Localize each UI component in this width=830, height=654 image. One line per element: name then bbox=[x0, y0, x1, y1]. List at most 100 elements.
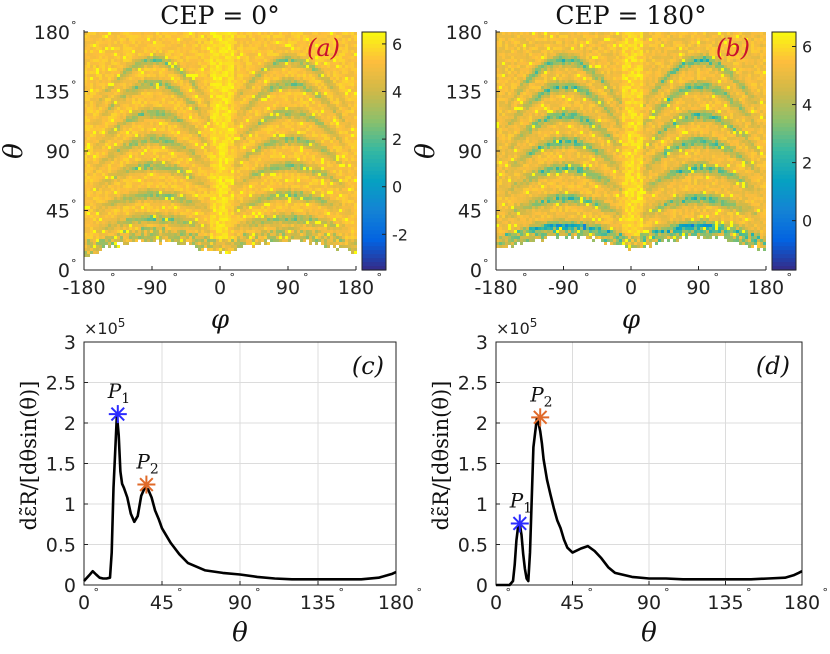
heatmap-cell bbox=[192, 38, 195, 41]
heatmap-cell bbox=[147, 224, 150, 227]
heatmap-cell bbox=[93, 68, 96, 71]
heatmap-cell bbox=[282, 206, 285, 209]
heatmap-cell bbox=[162, 209, 165, 212]
heatmap-cell bbox=[225, 167, 228, 170]
heatmap-cell bbox=[273, 101, 276, 104]
heatmap-cell bbox=[288, 59, 291, 62]
heatmap-cell bbox=[240, 215, 243, 218]
heatmap-cell bbox=[159, 56, 162, 59]
heatmap-cell bbox=[105, 173, 108, 176]
heatmap-cell bbox=[84, 41, 87, 44]
heatmap-cell bbox=[159, 158, 162, 161]
heatmap-cell bbox=[249, 167, 252, 170]
heatmap-cell bbox=[198, 44, 201, 47]
heatmap-cell bbox=[264, 32, 267, 35]
heatmap-cell bbox=[135, 149, 138, 152]
heatmap-cell bbox=[189, 236, 192, 239]
heatmap-cell bbox=[153, 197, 156, 200]
heatmap-cell bbox=[204, 131, 207, 134]
heatmap-cell bbox=[99, 32, 102, 35]
heatmap-cell bbox=[213, 248, 216, 251]
heatmap-cell bbox=[96, 113, 99, 116]
heatmap-cell bbox=[276, 200, 279, 203]
heatmap-cell bbox=[114, 95, 117, 98]
heatmap-cell bbox=[147, 218, 150, 221]
heatmap-cell bbox=[180, 146, 183, 149]
heatmap-cell bbox=[165, 173, 168, 176]
heatmap-cell bbox=[213, 239, 216, 242]
heatmap-cell bbox=[264, 77, 267, 80]
heatmap-cell bbox=[222, 116, 225, 119]
heatmap-cell bbox=[126, 212, 129, 215]
heatmap-cell bbox=[198, 155, 201, 158]
heatmap-cell bbox=[189, 152, 192, 155]
heatmap-cell bbox=[132, 167, 135, 170]
heatmap-cell bbox=[237, 89, 240, 92]
heatmap-cell bbox=[108, 179, 111, 182]
heatmap-cell bbox=[150, 143, 153, 146]
heatmap-cell bbox=[240, 74, 243, 77]
heatmap-cell bbox=[141, 41, 144, 44]
heatmap-cell bbox=[273, 92, 276, 95]
heatmap-cell bbox=[240, 104, 243, 107]
heatmap-cell bbox=[177, 35, 180, 38]
heatmap-cell bbox=[96, 86, 99, 89]
heatmap-cell bbox=[90, 77, 93, 80]
heatmap-cell bbox=[129, 170, 132, 173]
heatmap-cell bbox=[264, 170, 267, 173]
heatmap-cell bbox=[135, 200, 138, 203]
heatmap-cell bbox=[126, 95, 129, 98]
heatmap-cell bbox=[222, 206, 225, 209]
heatmap-cell bbox=[87, 134, 90, 137]
heatmap-cell bbox=[84, 98, 87, 101]
heatmap-cell bbox=[174, 200, 177, 203]
heatmap-cell bbox=[150, 116, 153, 119]
heatmap-cell bbox=[165, 230, 168, 233]
heatmap-cell bbox=[117, 191, 120, 194]
heatmap-cell bbox=[282, 179, 285, 182]
heatmap-cell bbox=[204, 179, 207, 182]
heatmap-cell bbox=[285, 71, 288, 74]
heatmap-cell bbox=[186, 143, 189, 146]
heatmap-cell bbox=[105, 125, 108, 128]
heatmap-cell bbox=[249, 41, 252, 44]
heatmap-cell bbox=[282, 80, 285, 83]
heatmap-cell bbox=[114, 89, 117, 92]
heatmap-cell bbox=[219, 71, 222, 74]
heatmap-cell bbox=[279, 101, 282, 104]
heatmap-cell bbox=[210, 98, 213, 101]
heatmap-cell bbox=[177, 161, 180, 164]
heatmap-cell bbox=[189, 233, 192, 236]
heatmap-cell bbox=[135, 194, 138, 197]
heatmap-cell bbox=[195, 128, 198, 131]
heatmap-cell bbox=[264, 239, 267, 242]
heatmap-cell bbox=[144, 77, 147, 80]
heatmap-cell bbox=[90, 137, 93, 140]
heatmap-cell bbox=[171, 92, 174, 95]
heatmap-cell bbox=[201, 92, 204, 95]
heatmap-cell bbox=[153, 236, 156, 239]
heatmap-cell bbox=[150, 206, 153, 209]
heatmap-cell bbox=[180, 134, 183, 137]
heatmap-cell bbox=[240, 107, 243, 110]
heatmap-cell bbox=[210, 248, 213, 251]
heatmap-cell bbox=[180, 68, 183, 71]
heatmap-cell bbox=[174, 212, 177, 215]
heatmap-cell bbox=[108, 164, 111, 167]
heatmap-cell bbox=[195, 173, 198, 176]
heatmap-cell bbox=[204, 122, 207, 125]
heatmap-cell bbox=[252, 86, 255, 89]
heatmap-cell bbox=[285, 170, 288, 173]
heatmap-cell bbox=[264, 227, 267, 230]
heatmap-cell bbox=[165, 194, 168, 197]
heatmap-cell bbox=[87, 101, 90, 104]
heatmap-cell bbox=[108, 56, 111, 59]
heatmap-cell bbox=[201, 107, 204, 110]
heatmap-cell bbox=[270, 212, 273, 215]
heatmap-cell bbox=[219, 101, 222, 104]
heatmap-cell bbox=[177, 59, 180, 62]
heatmap-cell bbox=[219, 50, 222, 53]
heatmap-cell bbox=[159, 233, 162, 236]
heatmap-cell bbox=[288, 122, 291, 125]
heatmap-cell bbox=[144, 104, 147, 107]
